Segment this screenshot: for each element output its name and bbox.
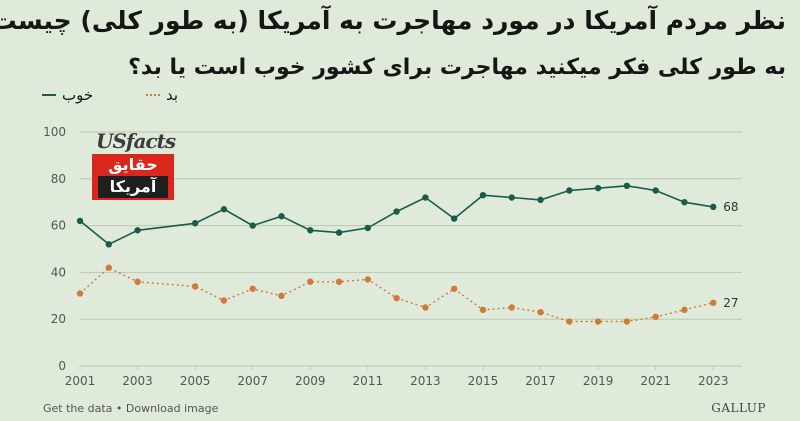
usfacts-logo: USfacts حقایق آمریکا xyxy=(92,129,176,203)
chart-title: نظر مردم آمریکا در مورد مهاجرت به آمریکا… xyxy=(0,6,786,35)
x-tick-label-2015: 2015 xyxy=(468,374,499,388)
data-point-good-2012 xyxy=(393,208,400,215)
logo-text-en: USfacts xyxy=(96,129,176,153)
data-point-bad-2013 xyxy=(422,304,429,311)
logo-fa-line1: حقایق xyxy=(108,155,158,174)
data-point-bad-2007 xyxy=(249,285,256,292)
data-point-bad-2008 xyxy=(278,292,285,299)
data-point-good-2016 xyxy=(508,194,515,201)
data-point-bad-2018 xyxy=(566,318,573,325)
data-point-good-2014 xyxy=(450,215,458,222)
data-point-good-2018 xyxy=(566,187,573,194)
data-point-good-2002 xyxy=(105,241,112,248)
data-point-bad-2012 xyxy=(393,294,400,302)
footer-links[interactable]: Get the data • Download image xyxy=(43,402,219,415)
data-point-bad-2020 xyxy=(623,318,631,325)
data-point-good-2006 xyxy=(220,206,228,213)
legend-item-good: خوب xyxy=(42,86,93,104)
data-point-good-2007 xyxy=(249,222,256,229)
series-line-bad xyxy=(79,266,714,323)
y-tick-label-100: 100 xyxy=(43,125,66,139)
data-point-bad-2009 xyxy=(307,278,314,285)
x-tick-label-2005: 2005 xyxy=(180,374,211,388)
legend-label-good: خوب xyxy=(62,86,94,104)
chart-subtitle: به طور کلی فکر میکنید مهاجرت برای کشور خ… xyxy=(128,55,786,80)
series-line-good xyxy=(79,184,714,246)
data-point-good-2013 xyxy=(422,194,429,201)
end-label-bad: 27 xyxy=(723,296,738,310)
data-point-bad-2015 xyxy=(479,306,487,314)
data-point-good-2003 xyxy=(134,227,141,234)
data-point-good-2011 xyxy=(364,224,372,232)
y-tick-label-20: 20 xyxy=(51,312,66,326)
data-point-bad-2005 xyxy=(191,283,199,290)
data-point-good-2005 xyxy=(191,220,199,227)
data-point-bad-2023 xyxy=(710,299,717,307)
y-tick-label-0: 0 xyxy=(58,359,66,373)
data-point-bad-2016 xyxy=(508,304,515,311)
x-tick-label-2009: 2009 xyxy=(295,374,326,388)
legend-item-bad: بد xyxy=(146,86,178,104)
data-point-good-2001 xyxy=(76,217,84,225)
logo-text-fa: حقایق آمریکا xyxy=(92,154,174,200)
x-tick-label-2011: 2011 xyxy=(353,374,384,388)
x-tick-label-2021: 2021 xyxy=(640,374,671,388)
legend-label-bad: بد xyxy=(166,86,179,104)
data-point-bad-2001 xyxy=(76,290,84,297)
data-point-good-2021 xyxy=(652,187,659,194)
data-point-bad-2022 xyxy=(681,306,688,314)
data-point-bad-2003 xyxy=(134,278,141,285)
data-point-good-2015 xyxy=(479,191,487,199)
logo-fa-line2: آمریکا xyxy=(98,176,168,198)
data-point-bad-2017 xyxy=(537,308,544,316)
y-tick-label-60: 60 xyxy=(51,219,66,233)
x-tick-label-2001: 2001 xyxy=(65,374,96,388)
x-tick-label-2023: 2023 xyxy=(698,374,729,388)
data-point-good-2022 xyxy=(681,199,688,206)
data-point-bad-2006 xyxy=(220,297,228,304)
y-tick-label-40: 40 xyxy=(51,265,66,279)
data-point-good-2017 xyxy=(537,196,544,204)
data-point-good-2010 xyxy=(335,229,343,236)
end-label-good: 68 xyxy=(723,200,738,214)
data-point-good-2008 xyxy=(278,213,285,220)
data-point-good-2023 xyxy=(710,203,717,211)
x-tick-label-2003: 2003 xyxy=(122,374,153,388)
x-tick-label-2019: 2019 xyxy=(583,374,614,388)
legend: خوب بد xyxy=(0,86,800,106)
gallup-logo: GALLUP xyxy=(711,401,766,415)
x-tick-label-2017: 2017 xyxy=(525,374,556,388)
data-point-good-2009 xyxy=(307,227,314,234)
data-point-good-2020 xyxy=(623,182,631,190)
data-point-bad-2002 xyxy=(105,264,112,271)
data-point-bad-2019 xyxy=(594,318,602,325)
x-tick-label-2013: 2013 xyxy=(410,374,441,388)
y-tick-label-80: 80 xyxy=(51,172,66,186)
data-point-bad-2021 xyxy=(652,313,659,321)
data-point-bad-2014 xyxy=(450,285,458,292)
data-point-bad-2011 xyxy=(364,276,372,283)
legend-line-good xyxy=(42,94,56,96)
data-point-bad-2010 xyxy=(335,278,343,285)
x-tick-label-2007: 2007 xyxy=(237,374,268,388)
legend-line-bad xyxy=(146,94,160,96)
data-point-good-2019 xyxy=(594,184,602,192)
